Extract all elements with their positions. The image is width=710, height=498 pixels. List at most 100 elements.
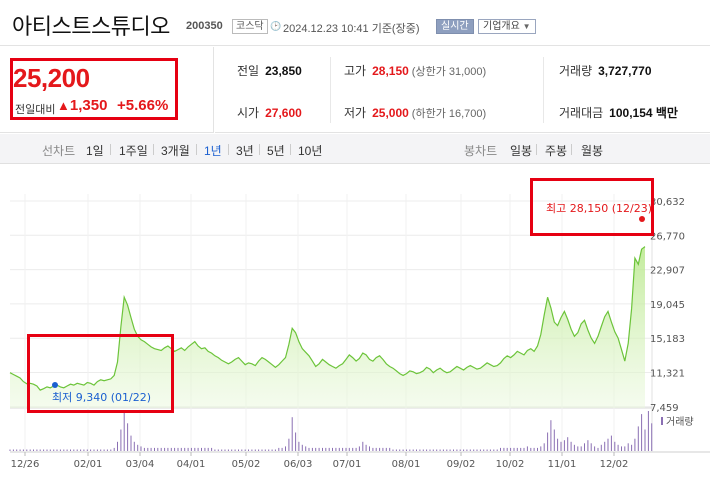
volume-bar <box>143 447 145 451</box>
volume-bar <box>268 449 270 451</box>
stat-value: 3,727,770 <box>598 64 652 78</box>
volume-bar <box>325 447 327 451</box>
stat-value: 23,850 <box>265 64 302 78</box>
volume-bar <box>301 444 303 451</box>
volume-bar <box>106 449 108 451</box>
tab-1y[interactable]: 1년 <box>204 144 222 158</box>
volume-bar <box>590 443 592 451</box>
volume-bar <box>466 449 468 451</box>
volume-bar <box>110 449 112 451</box>
volume-bar <box>120 429 122 451</box>
volume-bar <box>483 449 485 451</box>
volume-bar <box>241 449 243 451</box>
volume-bar <box>442 449 444 451</box>
tab-separator <box>536 144 537 155</box>
volume-bar <box>600 444 602 451</box>
change-percent: +5.66% <box>117 97 169 114</box>
y-tick-label: 7,459 <box>650 403 679 414</box>
volume-bar <box>560 441 562 451</box>
stat-label: 전일 <box>237 64 260 78</box>
volume-bar <box>489 449 491 451</box>
change-value: ▲1,350 <box>57 97 107 114</box>
volume-bar <box>379 447 381 451</box>
volume-bar <box>308 447 310 451</box>
volume-bar <box>587 440 589 451</box>
volume-bar <box>147 447 149 451</box>
stats-panel: 전일 23,850 시가 27,600 고가 28,150 (상한가 31,000) 저… <box>215 47 710 133</box>
volume-bar <box>140 446 142 451</box>
company-info-label: 기업개요 <box>483 21 520 32</box>
x-tick-label: 02/01 <box>74 459 103 470</box>
tab-3m[interactable]: 3개월 <box>161 144 190 158</box>
tab-1d[interactable]: 1일 <box>86 144 104 158</box>
volume-bar <box>446 449 448 451</box>
tab-10y[interactable]: 10년 <box>298 144 323 158</box>
volume-bar <box>254 449 256 451</box>
volume-bar <box>12 449 14 451</box>
volume-bar <box>392 449 394 451</box>
volume-bar <box>174 447 176 451</box>
tab-3y[interactable]: 3년 <box>236 144 254 158</box>
volume-bar <box>291 417 293 451</box>
realtime-button[interactable]: 실시간 <box>436 19 474 34</box>
volume-bar <box>530 447 532 451</box>
stock-code: 200350 <box>186 20 223 32</box>
tab-separator <box>153 144 154 155</box>
volume-bar <box>432 449 434 451</box>
low-highlight-box <box>27 334 174 413</box>
volume-bar <box>621 446 622 451</box>
volume-bar <box>516 447 518 451</box>
volume-bar <box>281 447 283 451</box>
volume-bar <box>56 449 58 451</box>
volume-bar <box>86 449 88 451</box>
volume-bar <box>83 449 85 451</box>
volume-bar <box>157 447 159 451</box>
stat-open: 시가 27,600 <box>237 104 302 121</box>
volume-bar <box>100 449 102 451</box>
volume-bar <box>419 449 421 451</box>
divider <box>330 57 331 123</box>
volume-bar <box>238 449 239 451</box>
stat-label: 고가 <box>344 64 367 78</box>
volume-bar <box>318 447 320 451</box>
volume-bar <box>513 447 515 451</box>
upper-limit: (상한가 31,000) <box>411 66 487 78</box>
stat-amount: 거래대금 100,154 백만 <box>559 104 678 121</box>
volume-bar <box>53 449 55 451</box>
volume-bar <box>278 447 280 451</box>
tab-weekly-candle[interactable]: 주봉 <box>545 144 568 158</box>
volume-bar <box>345 447 347 451</box>
volume-bar <box>154 447 155 451</box>
volume-bar <box>194 447 196 451</box>
stock-name[interactable]: 아티스트스튜디오 <box>12 14 170 39</box>
volume-bar <box>332 447 333 451</box>
volume-bar <box>570 441 572 451</box>
volume-bar <box>429 449 431 451</box>
volume-bar <box>298 441 300 451</box>
volume-bar <box>46 449 48 451</box>
volume-bar <box>537 447 538 451</box>
price-highlight-box <box>10 58 178 120</box>
volume-bar <box>80 449 82 451</box>
price-chart[interactable]: 거래량 30,632 26,770 22,907 19,045 15,183 11,321… <box>0 164 710 498</box>
volume-bar <box>184 447 186 451</box>
y-tick-label: 22,907 <box>650 266 685 277</box>
volume-bar <box>66 449 68 451</box>
tab-daily-candle[interactable]: 일봉 <box>510 144 533 158</box>
tab-monthly-candle[interactable]: 월봉 <box>581 144 604 158</box>
volume-bar <box>36 449 38 451</box>
tab-5y[interactable]: 5년 <box>267 144 285 158</box>
volume-bar <box>557 438 559 451</box>
header: 아티스트스튜디오 200350 코스닥 🕑 2024.12.23 10:41 기… <box>0 0 710 46</box>
volume-bar <box>416 449 417 451</box>
volume-bar <box>617 444 619 451</box>
tab-1w[interactable]: 1주일 <box>119 144 148 158</box>
volume-bar <box>311 447 313 451</box>
company-info-dropdown[interactable]: 기업개요 ▼ <box>478 19 536 34</box>
stat-low: 저가 25,000 (하한가 16,700) <box>344 104 486 121</box>
volume-bar <box>113 447 115 451</box>
volume-bar <box>573 444 575 451</box>
volume-bar <box>533 447 535 451</box>
volume-bar <box>342 447 344 451</box>
